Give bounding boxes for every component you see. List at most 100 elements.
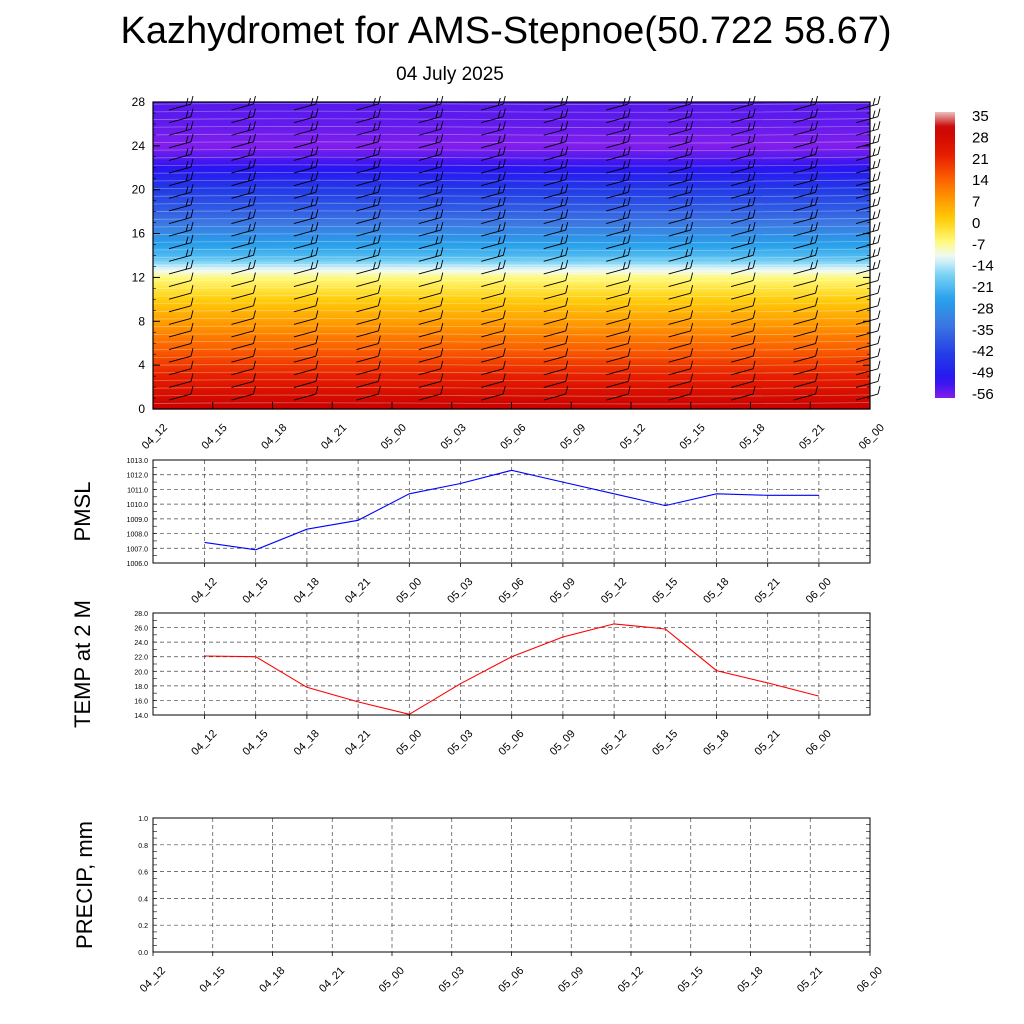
wind-barb — [855, 373, 881, 388]
wind-barb — [855, 247, 881, 262]
heat-band — [153, 222, 870, 226]
wind-barb — [668, 259, 694, 275]
heat-band — [153, 354, 870, 358]
heat-contour — [152, 394, 871, 397]
heat-contour — [152, 294, 871, 297]
wind-barb — [543, 335, 569, 351]
heat-band — [153, 310, 870, 314]
heat-band — [153, 189, 870, 194]
wind-barb — [793, 108, 818, 124]
heat-band — [153, 156, 870, 161]
heat-band — [153, 334, 870, 339]
wind-barb — [606, 360, 631, 376]
wind-barb — [543, 121, 569, 136]
heat-band — [153, 186, 870, 191]
heat-band — [153, 239, 870, 243]
heat-contour — [152, 340, 871, 343]
heat-contour — [152, 302, 871, 305]
wind-barb — [730, 158, 756, 174]
wind-barb — [418, 121, 444, 136]
wind-barb — [481, 360, 506, 376]
wind-barb — [668, 285, 694, 300]
heat-ytick-label: 20 — [132, 183, 146, 197]
heat-band — [153, 123, 870, 128]
wind-barb — [793, 209, 818, 224]
wind-barb — [793, 385, 818, 401]
wind-barb — [168, 133, 194, 149]
wind-barb — [168, 297, 194, 313]
wind-barb — [543, 272, 569, 287]
wind-barb — [855, 196, 881, 212]
wind-barb — [730, 385, 756, 401]
wind-barb — [793, 310, 818, 325]
wind-barb — [481, 158, 506, 174]
heat-xtick-label: 04_12 — [140, 422, 170, 452]
heat-xtick-label: 05_03 — [439, 422, 469, 452]
wind-barb — [293, 360, 319, 376]
wind-barb — [231, 184, 256, 199]
heat-contour — [152, 240, 871, 244]
wind-barb — [481, 285, 506, 300]
wind-barb — [168, 222, 194, 237]
heat-band — [153, 266, 870, 270]
wind-barb — [168, 335, 194, 351]
wind-barb — [168, 373, 194, 388]
wind-barb — [606, 133, 631, 149]
heat-band — [153, 195, 870, 199]
wind-barb — [231, 259, 256, 275]
wind-barb — [231, 158, 256, 174]
wind-barb — [606, 234, 631, 250]
heat-contour — [152, 348, 871, 351]
wind-barb — [168, 310, 194, 325]
wind-barb — [231, 322, 256, 338]
wind-barb — [418, 385, 444, 401]
wind-barb — [668, 146, 694, 161]
wind-barb — [606, 247, 631, 262]
xtick-label: 06_00 — [804, 728, 834, 758]
wind-barb — [356, 360, 381, 376]
wind-barb — [293, 272, 319, 287]
wind-barb — [855, 272, 881, 287]
heat-band — [153, 376, 870, 380]
wind-barb — [543, 108, 569, 124]
wind-barb — [793, 133, 818, 149]
wind-barb — [168, 247, 194, 262]
xtick-label: 05_12 — [616, 965, 646, 995]
heat-xtick-label: 05_06 — [498, 422, 528, 452]
wind-barb — [481, 310, 506, 325]
wind-barb — [543, 222, 569, 237]
xtick-label: 05_09 — [548, 728, 578, 758]
wind-barb — [481, 322, 506, 338]
wind-barb — [730, 285, 756, 300]
heat-contour — [152, 133, 871, 136]
wind-barb — [668, 209, 694, 224]
heat-band — [153, 173, 870, 177]
wind-barb — [793, 121, 818, 136]
xtick-label: 05_21 — [753, 728, 783, 758]
wind-barb — [730, 209, 756, 224]
wind-barb — [793, 158, 818, 174]
ytick-label: 0.2 — [138, 923, 148, 930]
wind-barb — [855, 360, 881, 376]
wind-barb — [668, 360, 694, 376]
heat-contour — [152, 148, 871, 152]
wind-barb — [606, 335, 631, 351]
wind-barb — [730, 184, 756, 199]
heat-band — [153, 241, 870, 246]
wind-barb — [543, 196, 569, 212]
wind-barb — [481, 385, 506, 401]
wind-barb — [481, 272, 506, 287]
wind-barb — [481, 297, 506, 313]
wind-barb — [481, 108, 506, 124]
heat-band — [153, 343, 870, 347]
ytick-label: 26.0 — [134, 626, 148, 633]
wind-barb — [855, 234, 881, 250]
heat-contour — [152, 217, 871, 221]
wind-barb — [793, 297, 818, 313]
heat-band — [153, 167, 870, 172]
heat-band — [153, 252, 870, 257]
wind-barb — [730, 171, 756, 187]
ytick-label: 0.6 — [138, 870, 148, 877]
wind-barb — [668, 348, 694, 363]
wind-barb — [293, 108, 319, 124]
